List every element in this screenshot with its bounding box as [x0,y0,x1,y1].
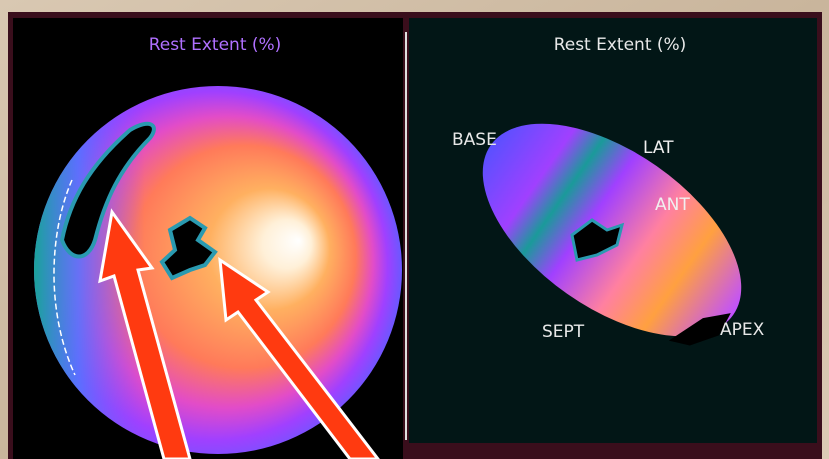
region-label: APEX [720,320,765,340]
panel-title: Rest Extent (%) [149,35,282,55]
region-label: ANT [655,195,690,215]
polar-edge [34,86,402,454]
region-label: LAT [643,138,674,158]
region-label: BASE [452,130,497,150]
region-label: SEPT [542,322,585,342]
polar-map [34,86,402,454]
panel-title: Rest Extent (%) [554,35,687,55]
slide: Rest Extent (%) Rest Extent (%) BASE LAT… [0,0,829,459]
